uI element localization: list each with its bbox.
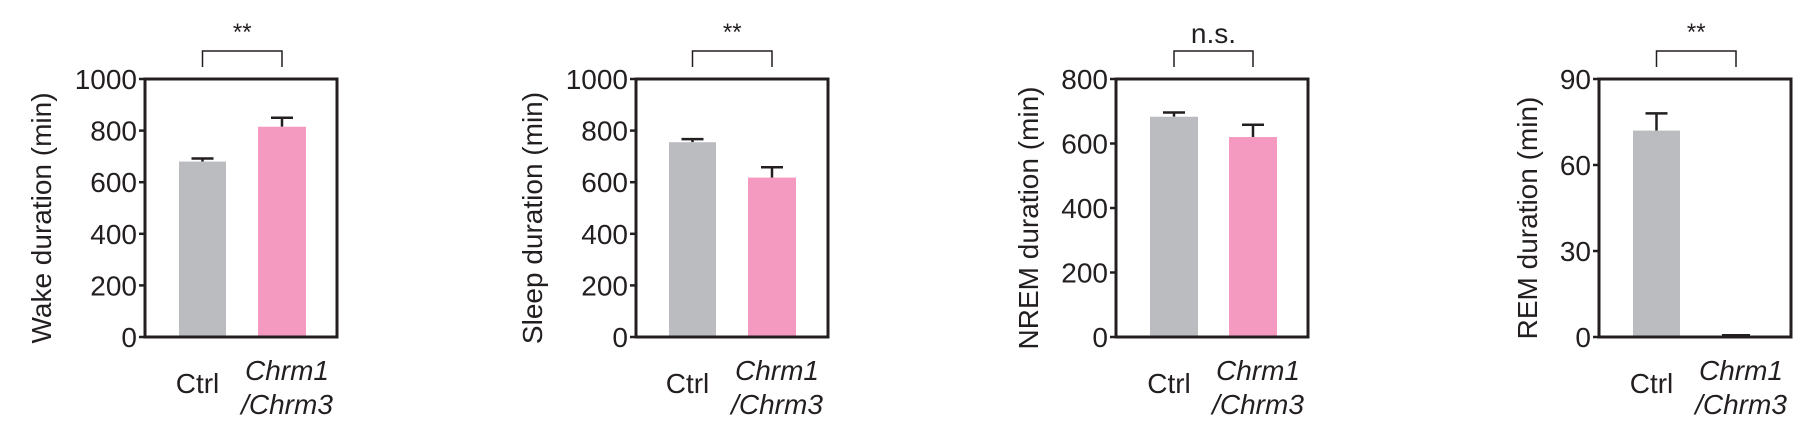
y-tick-label: 200 — [581, 270, 628, 301]
y-tick-label: 800 — [1061, 64, 1108, 95]
significance-label: ** — [1687, 19, 1706, 46]
y-tick-label: 800 — [581, 116, 628, 147]
plot-frame — [143, 77, 339, 339]
significance-bracket — [201, 50, 283, 67]
y-tick-label: 200 — [1061, 258, 1108, 289]
significance-bracket — [1173, 50, 1254, 67]
x-label-chrm1: Chrm1 — [1699, 355, 1783, 386]
significance-label: ** — [233, 19, 252, 46]
x-label-chrm3: /Chrm3 — [1693, 389, 1787, 420]
plot-frame — [1597, 77, 1793, 339]
y-axis-label: Sleep duration (min) — [517, 92, 548, 344]
x-label-ctrl: Ctrl — [176, 368, 220, 399]
bar-ctrl — [1150, 116, 1198, 337]
y-axis-label: Wake duration (min) — [26, 92, 57, 343]
y-axis-label: REM duration (min) — [1512, 97, 1543, 340]
y-tick-label: 200 — [90, 270, 137, 301]
x-label-chrm3: /Chrm3 — [1210, 389, 1304, 420]
bar-chrm1-chrm3 — [258, 126, 306, 337]
y-tick-label: 30 — [1560, 236, 1591, 267]
y-tick-label: 400 — [581, 219, 628, 250]
x-label-ctrl: Ctrl — [1147, 368, 1191, 399]
y-tick-label: 60 — [1560, 150, 1591, 181]
x-label-ctrl: Ctrl — [666, 368, 710, 399]
x-label-chrm1: Chrm1 — [1216, 355, 1300, 386]
y-tick-label: 600 — [581, 167, 628, 198]
x-label-chrm3: /Chrm3 — [729, 389, 823, 420]
bar-ctrl — [179, 161, 226, 337]
y-tick-label: 0 — [121, 322, 137, 353]
significance-label: n.s. — [1191, 18, 1236, 49]
x-label-chrm1: Chrm1 — [245, 355, 329, 386]
y-tick-label: 400 — [90, 219, 137, 250]
y-tick-label: 90 — [1560, 64, 1591, 95]
y-tick-label: 1000 — [75, 64, 137, 95]
x-label-ctrl: Ctrl — [1630, 368, 1674, 399]
y-tick-label: 400 — [1061, 193, 1108, 224]
significance-label: ** — [723, 19, 742, 46]
bar-ctrl — [1633, 130, 1680, 337]
y-tick-label: 600 — [1061, 129, 1108, 160]
bar-chrm1-chrm3 — [1229, 137, 1277, 337]
bar-chrm1-chrm3 — [748, 177, 796, 337]
y-tick-label: 800 — [90, 116, 137, 147]
y-tick-label: 0 — [1575, 322, 1591, 353]
y-tick-label: 600 — [90, 167, 137, 198]
x-label-chrm3: /Chrm3 — [239, 389, 333, 420]
plot-frame — [634, 77, 830, 339]
bar-ctrl — [669, 142, 716, 337]
x-label-chrm1: Chrm1 — [735, 355, 819, 386]
y-tick-label: 0 — [612, 322, 628, 353]
y-axis-label: NREM duration (min) — [1013, 87, 1044, 350]
significance-bracket — [691, 50, 773, 67]
y-tick-label: 0 — [1092, 322, 1108, 353]
y-tick-label: 1000 — [566, 64, 628, 95]
significance-bracket — [1655, 50, 1737, 67]
